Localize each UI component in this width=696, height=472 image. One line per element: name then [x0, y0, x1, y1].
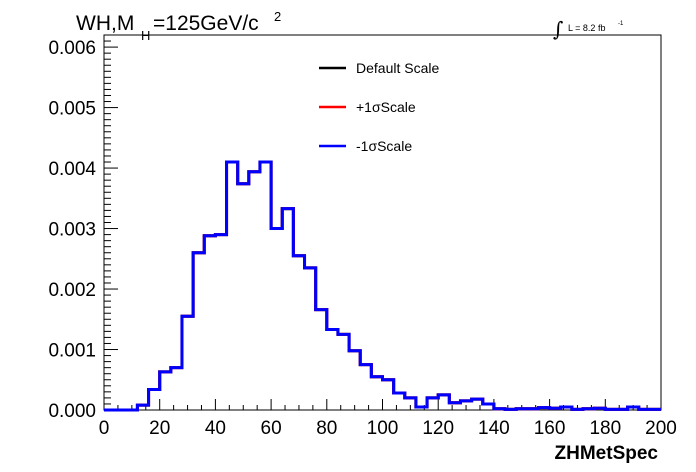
integral-symbol: ∫: [553, 17, 563, 41]
x-tick-label: 180: [589, 418, 621, 439]
luminosity-text: L = 8.2 fb: [568, 23, 605, 33]
series-line-2: [104, 160, 661, 412]
y-tick-label: 0.006: [48, 38, 96, 59]
legend-label-minus: -1σScale: [356, 138, 412, 154]
x-tick-label: 0: [99, 418, 110, 439]
x-tick-label: 100: [367, 418, 399, 439]
x-axis: 0 20 40 60 80 100 120 140 160 180 200: [99, 399, 677, 439]
y-axis: 0.000 0.001 0.002 0.003 0.004 0.005 0.006: [48, 34, 118, 422]
y-tick-label: 0.003: [48, 220, 96, 241]
title-superscript: 2: [274, 9, 281, 24]
y-tick-label: 0.001: [48, 341, 96, 362]
y-tick-label: 0.000: [48, 401, 96, 422]
x-tick-label: 200: [645, 418, 677, 439]
y-tick-label: 0.005: [48, 99, 96, 120]
legend: Default Scale +1σScale -1σScale: [319, 60, 439, 154]
chart-title: WH,M H =125GeV/c 2: [76, 9, 281, 43]
legend-label-plus: +1σScale: [356, 99, 416, 115]
y-tick-label: 0.004: [48, 159, 96, 180]
x-tick-label: 40: [205, 418, 226, 439]
x-tick-label: 120: [422, 418, 454, 439]
x-axis-title: ZHMetSpec: [555, 443, 659, 464]
y-tick-label: 0.002: [48, 280, 96, 301]
x-tick-label: 160: [534, 418, 566, 439]
x-tick-label: 60: [261, 418, 282, 439]
title-prefix: WH,M: [76, 12, 134, 35]
title-value: =125GeV/c: [153, 12, 259, 35]
series-line-0: [104, 160, 661, 412]
luminosity-superscript: -1: [618, 21, 624, 27]
legend-label-default: Default Scale: [356, 60, 439, 76]
series-group: [104, 160, 661, 412]
x-tick-label: 140: [478, 418, 510, 439]
x-tick-label: 20: [149, 418, 170, 439]
series-line-1: [104, 160, 661, 412]
x-tick-label: 80: [316, 418, 337, 439]
luminosity-label: ∫ L = 8.2 fb -1: [553, 17, 624, 41]
plot-frame: [103, 34, 662, 411]
